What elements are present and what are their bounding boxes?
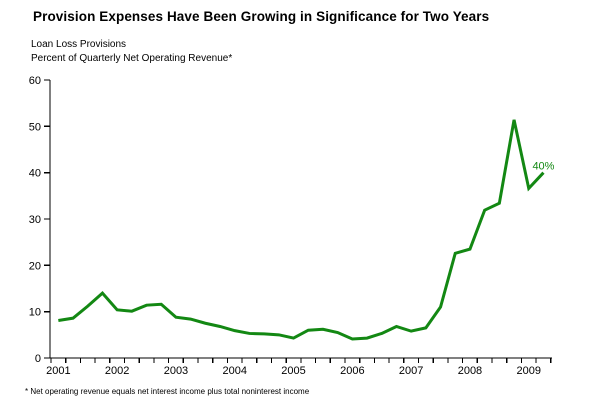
- footnote: * Net operating revenue equals net inter…: [25, 387, 310, 396]
- chart-subtitle-units: Percent of Quarterly Net Operating Reven…: [31, 53, 233, 64]
- y-tick-label: 10: [29, 307, 41, 319]
- y-tick-label: 50: [29, 121, 41, 133]
- x-tick-label: 2003: [164, 365, 188, 377]
- y-tick-label: 30: [29, 214, 41, 226]
- last-point-label: 40%: [532, 161, 554, 173]
- chart-title: Provision Expenses Have Been Growing in …: [33, 9, 490, 24]
- x-tick-label: 2001: [46, 365, 70, 377]
- y-tick-label: 20: [29, 260, 41, 272]
- x-tick-label: 2004: [223, 365, 247, 377]
- x-tick-label: 2002: [105, 365, 129, 377]
- x-tick-label: 2008: [458, 365, 482, 377]
- chart-subtitle-measure: Loan Loss Provisions: [31, 39, 127, 50]
- x-tick-label: 2007: [399, 365, 423, 377]
- x-tick-label: 2006: [340, 365, 364, 377]
- x-tick-label: 2005: [281, 365, 305, 377]
- loan-loss-provisions-line: [58, 119, 545, 341]
- y-tick-label: 40: [29, 168, 41, 180]
- y-tick-label: 60: [29, 75, 41, 87]
- y-tick-label: 0: [35, 353, 41, 365]
- x-tick-label: 2009: [517, 365, 541, 377]
